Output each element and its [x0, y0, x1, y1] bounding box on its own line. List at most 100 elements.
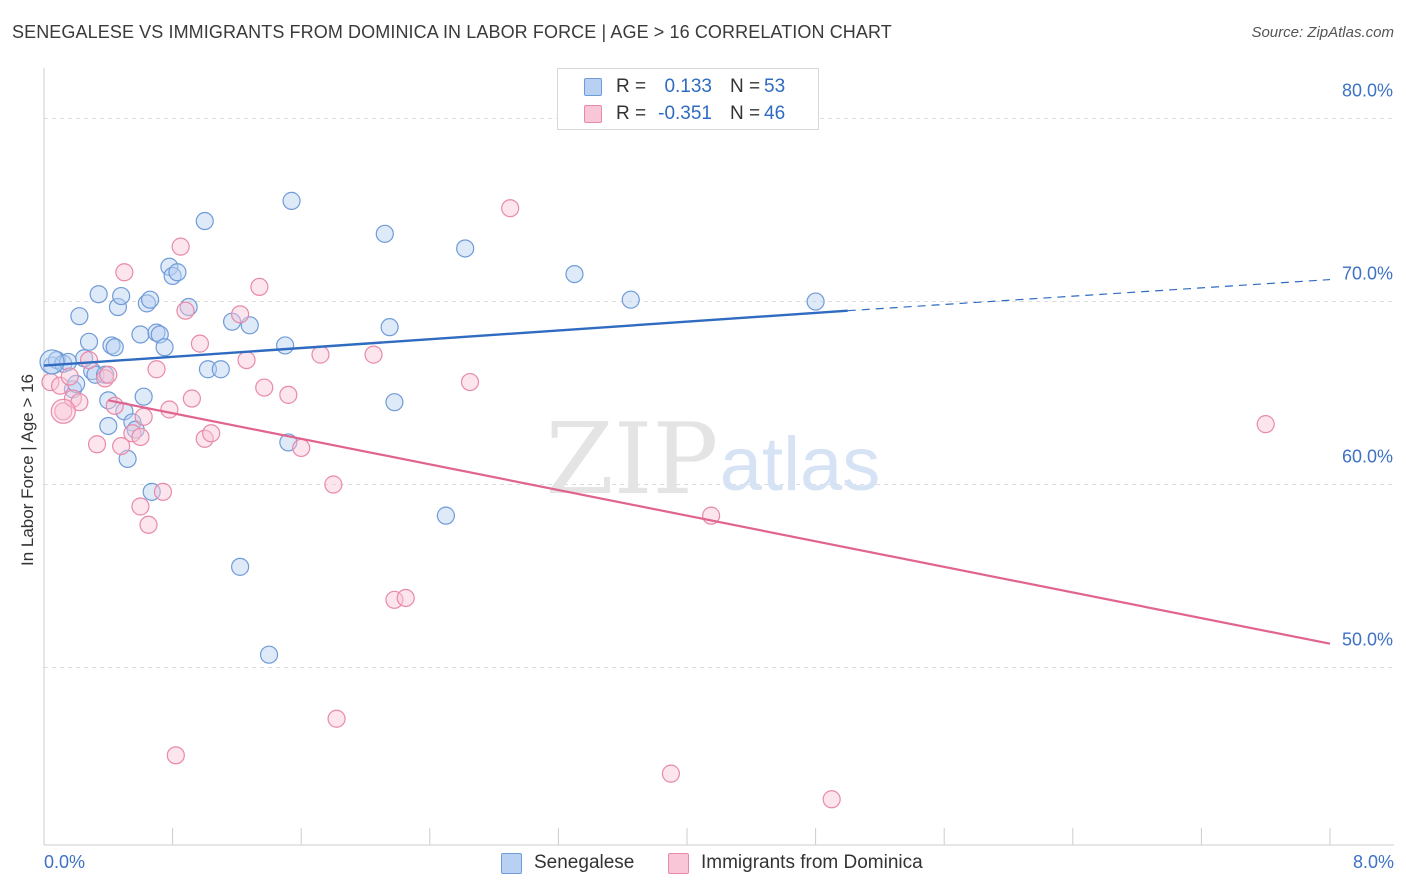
grid-lines — [44, 118, 1394, 669]
watermark-atlas: atlas — [720, 422, 881, 507]
r-value: -0.351 — [658, 103, 712, 124]
legend-swatch-blue — [584, 78, 602, 96]
watermark: ZIP atlas — [546, 403, 881, 517]
data-point — [259, 645, 279, 664]
r-label: R = — [616, 103, 647, 124]
r-label: R = — [616, 76, 647, 97]
trend-line-senegalese-extension — [847, 278, 1331, 312]
y-axis-label-container: In Labor Force | Age > 16 — [16, 180, 40, 760]
trend-lines — [43, 278, 1331, 645]
watermark-zip: ZIP — [546, 403, 719, 517]
data-point — [67, 374, 86, 393]
data-point — [565, 264, 584, 284]
data-point — [436, 506, 455, 525]
data-point — [79, 332, 99, 351]
data-point — [231, 557, 250, 576]
data-point — [89, 285, 108, 304]
data-point — [380, 318, 399, 337]
data-points — [39, 191, 1275, 809]
data-point — [87, 435, 107, 454]
data-point — [112, 286, 131, 306]
data-point — [198, 360, 218, 379]
data-point — [131, 325, 150, 344]
data-point — [327, 709, 346, 728]
data-point — [211, 360, 230, 379]
data-point — [99, 416, 118, 436]
data-point — [50, 376, 70, 395]
y-tick-label: 60.0% — [1342, 447, 1393, 467]
y-tick-labels: 50.0% 60.0% 70.0% 80.0% — [1342, 81, 1393, 650]
data-point — [385, 393, 404, 412]
legend-swatch-pink — [584, 105, 602, 123]
data-point — [385, 590, 404, 609]
source-label: Source: ZipAtlas.com — [1251, 24, 1394, 41]
data-point — [105, 338, 124, 357]
data-point — [140, 290, 160, 309]
data-point — [621, 290, 640, 309]
correlation-legend: R = 0.133 N = 53 R = -0.351 N = 46 — [557, 68, 819, 130]
n-label: N = — [730, 103, 761, 124]
data-point — [202, 424, 221, 443]
data-point — [456, 239, 475, 258]
data-point — [134, 387, 153, 406]
data-point — [147, 360, 166, 379]
data-point — [166, 746, 185, 765]
data-point — [250, 277, 269, 296]
data-point — [54, 402, 73, 421]
series-dominica — [41, 199, 1275, 809]
n-label: N = — [730, 76, 761, 97]
chart-title: SENEGALESE VS IMMIGRANTS FROM DOMINICA I… — [12, 22, 892, 42]
data-point — [190, 334, 210, 353]
x-tick-label-min: 0.0% — [44, 852, 86, 872]
data-point — [131, 427, 150, 447]
data-point — [155, 338, 174, 357]
data-point — [822, 790, 841, 809]
data-point — [292, 438, 311, 458]
y-tick-label: 70.0% — [1342, 264, 1393, 284]
data-point — [70, 307, 89, 326]
r-value: 0.133 — [664, 76, 712, 97]
data-point — [460, 372, 480, 392]
legend-item-dominica: Immigrants from Dominica — [668, 852, 923, 874]
n-value: 46 — [764, 103, 786, 124]
y-axis-label: In Labor Force | Age > 16 — [18, 373, 37, 567]
data-point — [1256, 415, 1275, 434]
data-point — [112, 436, 131, 456]
series-senegalese — [42, 191, 825, 664]
data-point — [396, 588, 415, 608]
data-point — [279, 385, 298, 404]
data-point — [195, 211, 214, 231]
data-point — [324, 475, 343, 494]
data-point — [168, 263, 187, 282]
data-point — [375, 224, 394, 243]
data-point — [176, 301, 195, 320]
data-point — [231, 305, 250, 324]
legend-row-senegalese: R = 0.133 N = 53 — [584, 75, 785, 99]
data-point — [79, 350, 99, 370]
data-point — [60, 367, 79, 386]
data-point — [182, 389, 201, 408]
data-point — [237, 350, 256, 370]
data-point — [147, 323, 166, 342]
data-point — [255, 378, 274, 397]
axes — [43, 68, 1394, 846]
data-point — [276, 336, 295, 355]
data-point — [311, 345, 330, 364]
data-point — [115, 263, 134, 282]
legend-item-senegalese: Senegalese — [501, 852, 634, 874]
data-point — [134, 407, 153, 426]
trend-line-senegalese — [43, 309, 848, 367]
data-point — [364, 345, 383, 364]
data-point — [131, 497, 150, 516]
legend-swatch-pink — [668, 852, 689, 874]
data-point-cluster — [39, 349, 65, 375]
y-tick-label: 50.0% — [1342, 630, 1393, 650]
y-tick-label: 80.0% — [1342, 81, 1393, 101]
data-point — [102, 336, 121, 355]
data-point — [171, 237, 190, 256]
data-point-cluster — [50, 398, 76, 424]
legend-label: Immigrants from Dominica — [701, 852, 923, 873]
data-point — [108, 297, 128, 317]
data-point — [160, 400, 179, 419]
data-point — [501, 199, 520, 218]
